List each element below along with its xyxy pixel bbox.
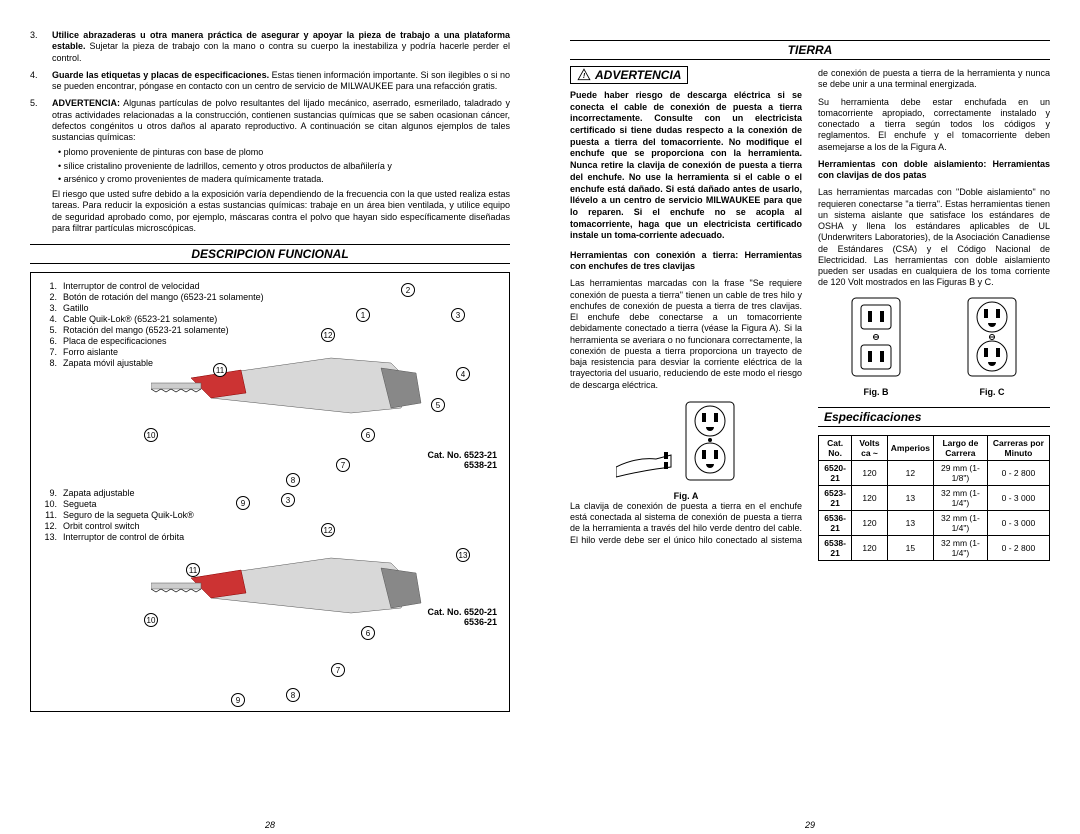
- callout-3: 3: [451, 308, 465, 322]
- functional-box: 1.Interruptor de control de velocidad 2.…: [30, 272, 510, 712]
- list-item: Utilice abrazaderas u otra manera prácti…: [52, 30, 510, 64]
- part-item: 11.Seguro de la segueta Quik-Lok®: [39, 510, 194, 520]
- th: Largo de Carrera: [933, 435, 987, 460]
- outlet-fig-b: [849, 295, 904, 383]
- para-top2: Su herramienta debe estar enchufada en u…: [818, 97, 1050, 153]
- table-header-row: Cat. No. Volts ca ~ Amperios Largo de Ca…: [819, 435, 1050, 460]
- outlet-fig-c: [965, 295, 1020, 383]
- list-item: Guarde las etiquetas y placas de especif…: [52, 70, 510, 93]
- part-item: 2.Botón de rotación del mango (6523-21 s…: [39, 292, 501, 302]
- advertencia-tag: ! ADVERTENCIA: [570, 66, 688, 84]
- fig-b-block: Fig. B: [849, 295, 904, 397]
- part-item: 9.Zapata adjustable: [39, 488, 194, 498]
- fig-c-label: Fig. C: [965, 387, 1020, 397]
- bullet: arsénico y cromo provenientes de madera …: [70, 174, 510, 185]
- warning-text: Puede haber riesgo de descarga eléctrica…: [570, 90, 802, 242]
- callout-6: 6: [361, 428, 375, 442]
- page-right: TIERRA ! ADVERTENCIA Puede haber riesgo …: [540, 0, 1080, 834]
- bold-lead: Guarde las etiquetas y placas de especif…: [52, 70, 269, 80]
- cat-label-2: Cat. No. 6520-216536-21: [427, 608, 497, 628]
- section-header: DESCRIPCION FUNCIONAL: [30, 244, 510, 264]
- page-number: 29: [805, 820, 815, 830]
- numbered-list: Utilice abrazaderas u otra manera prácti…: [30, 30, 510, 234]
- subhead-3prong: Herramientas con conexión a tierra: Herr…: [570, 250, 802, 273]
- list-item: ADVERTENCIA: Algunas partículas de polvo…: [52, 98, 510, 234]
- callout-6b: 6: [361, 626, 375, 640]
- callout-3b: 3: [281, 493, 295, 507]
- page-number: 28: [265, 820, 275, 830]
- callout-10b: 10: [144, 613, 158, 627]
- bold-lead: ADVERTENCIA:: [52, 98, 120, 108]
- bullet: sílice cristalino proveniente de ladrill…: [70, 161, 510, 172]
- th: Cat. No.: [819, 435, 852, 460]
- callout-11b: 11: [186, 563, 200, 577]
- callout-10: 10: [144, 428, 158, 442]
- table-row: 6520-211201229 mm (1-1/8")0 - 2 800: [819, 460, 1050, 485]
- callout-7b: 7: [331, 663, 345, 677]
- item-rest: Sujetar la pieza de trabajo con la mano …: [52, 41, 510, 62]
- th: Carreras por Minuto: [987, 435, 1049, 460]
- fig-a-label: Fig. A: [570, 491, 802, 501]
- tierra-header: TIERRA: [570, 40, 1050, 60]
- callout-2: 2: [401, 283, 415, 297]
- callout-8b: 8: [286, 688, 300, 702]
- page-left: Utilice abrazaderas u otra manera prácti…: [0, 0, 540, 834]
- callout-12b: 12: [321, 523, 335, 537]
- callout-1: 1: [356, 308, 370, 322]
- callout-4: 4: [456, 367, 470, 381]
- part-item: 4.Cable Quik-Lok® (6523-21 solamente): [39, 314, 501, 324]
- subhead-double: Herramientas con doble aislamiento: Herr…: [818, 159, 1050, 182]
- callout-9b: 9: [231, 693, 245, 707]
- para-3prong: Las herramientas marcadas con la frase "…: [570, 278, 802, 391]
- fig-b-label: Fig. B: [849, 387, 904, 397]
- sub-bullets: plomo proveniente de pinturas con base d…: [52, 147, 510, 185]
- fig-a-block: Fig. A: [570, 397, 802, 501]
- th: Amperios: [887, 435, 933, 460]
- fig-c-block: Fig. C: [965, 295, 1020, 397]
- part-item: 3.Gatillo: [39, 303, 501, 313]
- callout-13: 13: [456, 548, 470, 562]
- risk-paragraph: El riesgo que usted sufre debido a la ex…: [52, 189, 510, 234]
- callout-11: 11: [213, 363, 227, 377]
- spec-table: Cat. No. Volts ca ~ Amperios Largo de Ca…: [818, 435, 1050, 561]
- spec-header: Especificaciones: [818, 407, 1050, 427]
- saw-diagram-bottom: [151, 528, 451, 628]
- bullet: plomo proveniente de pinturas con base d…: [70, 147, 510, 158]
- fig-bc-row: Fig. B Fig. C: [818, 295, 1050, 397]
- outlet-fig-a: [616, 397, 756, 487]
- part-item: 10.Segueta: [39, 499, 194, 509]
- callout-9: 9: [236, 496, 250, 510]
- advertencia-label: ADVERTENCIA: [595, 68, 681, 82]
- two-column-body: ! ADVERTENCIA Puede haber riesgo de desc…: [570, 68, 1050, 561]
- callout-7: 7: [336, 458, 350, 472]
- item-rest: Algunas partículas de polvo resultantes …: [52, 98, 510, 142]
- table-row: 6523-211201332 mm (1-1/4")0 - 3 000: [819, 485, 1050, 510]
- saw-diagram-top: [151, 328, 451, 428]
- para-double: Las herramientas marcadas con "Doble ais…: [818, 187, 1050, 288]
- callout-5: 5: [431, 398, 445, 412]
- th: Volts ca ~: [852, 435, 887, 460]
- part-item: 1.Interruptor de control de velocidad: [39, 281, 501, 291]
- table-row: 6538-211201532 mm (1-1/4")0 - 2 800: [819, 535, 1050, 560]
- callout-12: 12: [321, 328, 335, 342]
- table-row: 6536-211201332 mm (1-1/4")0 - 3 000: [819, 510, 1050, 535]
- callout-8: 8: [286, 473, 300, 487]
- warning-icon: !: [577, 68, 591, 82]
- cat-label-1: Cat. No. 6523-216538-21: [427, 451, 497, 471]
